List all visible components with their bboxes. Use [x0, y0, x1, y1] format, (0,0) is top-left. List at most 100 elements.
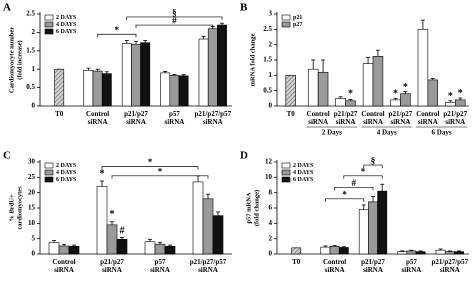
- x-tick-label: Control siRNA: [52, 258, 75, 274]
- y-tick-label: 20: [28, 188, 36, 196]
- y-axis-label: cardiomyocytes: [16, 186, 23, 230]
- significance-bracket: [97, 33, 137, 38]
- legend-swatch: [281, 14, 291, 21]
- bar: [212, 215, 224, 255]
- panel-label: C: [3, 150, 11, 162]
- x-tick-label: p21/p27 siRNA: [334, 110, 358, 126]
- y-tick-label: 8: [269, 188, 273, 196]
- y-axis-label: mRNA fold change: [249, 34, 256, 87]
- significance-bracket: [334, 186, 374, 191]
- significance-bracket: [363, 164, 383, 169]
- y-tick-label: 1: [269, 71, 273, 79]
- bar: [454, 251, 464, 255]
- significance-mark: *: [115, 25, 120, 35]
- legend-label: 2 DAYS: [56, 163, 77, 169]
- y-axis-label: Cardiomyocyte number: [8, 27, 15, 93]
- bar: [415, 251, 426, 255]
- bar: [368, 201, 378, 255]
- bar: [338, 247, 349, 255]
- legend-swatch: [44, 21, 54, 28]
- x-tick-label: p57 siRNA: [164, 110, 184, 126]
- bar: [358, 209, 369, 255]
- panel-label: A: [3, 2, 11, 14]
- significance-mark: *: [158, 166, 163, 176]
- bar: [144, 241, 156, 255]
- x-tick-label: Control siRNA: [361, 110, 384, 126]
- bar: [192, 181, 204, 255]
- y-tick-label: 2.5: [263, 25, 272, 33]
- x-tick-label: p21/p27 siRNA: [361, 258, 385, 274]
- y-tick-label: 2: [32, 28, 36, 36]
- significance-bracket: [343, 175, 383, 179]
- legend-label: 4 DAYS: [56, 170, 77, 176]
- significance-mark: *: [100, 169, 105, 180]
- y-axis-label: % BrdU+: [8, 194, 15, 222]
- x-tick-label: Control siRNA: [416, 110, 439, 126]
- significance-bracket: [135, 24, 214, 29]
- bar: [96, 186, 108, 255]
- bar: [83, 70, 94, 107]
- y-axis-label: (fold increase): [16, 40, 23, 79]
- x-tick-label: p21/p27 siRNA: [443, 110, 467, 126]
- bar: [435, 249, 446, 255]
- legend-label: p27: [293, 22, 302, 28]
- legend-swatch: [281, 169, 291, 176]
- bar: [207, 28, 218, 107]
- y-tick-label: 25: [28, 173, 36, 181]
- group-label: 4 Days: [377, 129, 397, 137]
- x-tick-label: p21/p27/p57 siRNA: [195, 110, 232, 126]
- x-tick-label: p57 siRNA: [401, 258, 421, 274]
- y-tick-label: 1.5: [26, 46, 35, 54]
- y-tick-label: 1.5: [263, 56, 272, 64]
- significance-bracket: [325, 198, 365, 202]
- y-tick-label: 1: [32, 65, 36, 73]
- y-tick-label: 0: [269, 250, 273, 258]
- significance-mark: #: [352, 178, 357, 188]
- group-label: 2 Days: [322, 129, 342, 137]
- y-tick-label: 10: [28, 219, 36, 227]
- bar: [140, 42, 151, 107]
- bar: [372, 56, 384, 107]
- bar: [444, 251, 455, 255]
- legend-swatch: [44, 14, 54, 21]
- bar: [417, 29, 429, 107]
- bar: [116, 238, 128, 255]
- bar: [68, 246, 80, 255]
- significance-mark: §: [371, 156, 376, 166]
- bar: [445, 102, 456, 107]
- x-tick-label: p21/p27/p57 siRNA: [432, 258, 469, 274]
- significance-mark: #: [120, 225, 125, 236]
- y-tick-label: 0: [32, 250, 36, 258]
- bar: [164, 246, 176, 255]
- bar: [106, 224, 118, 255]
- bar: [390, 99, 401, 107]
- y-tick-label: 0.5: [26, 83, 35, 91]
- significance-mark: *: [448, 91, 453, 102]
- group-label: 6 Days: [432, 129, 452, 137]
- bar: [169, 75, 180, 107]
- bar: [160, 72, 171, 107]
- bar: [54, 68, 65, 107]
- significance-mark: *: [148, 157, 153, 167]
- significance-mark: *: [393, 89, 398, 100]
- y-tick-label: 6: [269, 204, 273, 212]
- y-axis-label: (fold change): [253, 190, 260, 226]
- legend-swatch: [281, 21, 291, 28]
- y-tick-label: 2: [269, 40, 273, 48]
- x-tick-label: p57 siRNA: [150, 258, 170, 274]
- legend-swatch: [44, 28, 54, 35]
- y-tick-label: 0: [269, 102, 273, 110]
- legend-swatch: [281, 162, 291, 169]
- legend-swatch: [281, 176, 291, 183]
- x-tick-label: p21/p27/p57 siRNA: [190, 258, 227, 274]
- bar: [345, 100, 356, 107]
- significance-bracket: [111, 175, 209, 179]
- bar: [400, 93, 411, 107]
- x-tick-label: T0: [292, 258, 301, 266]
- y-tick-label: 12: [265, 158, 273, 166]
- bar: [198, 38, 209, 107]
- legend-label: 6 DAYS: [293, 177, 314, 183]
- y-axis-label: p57 mRNA: [245, 192, 252, 224]
- significance-mark: *: [342, 189, 347, 199]
